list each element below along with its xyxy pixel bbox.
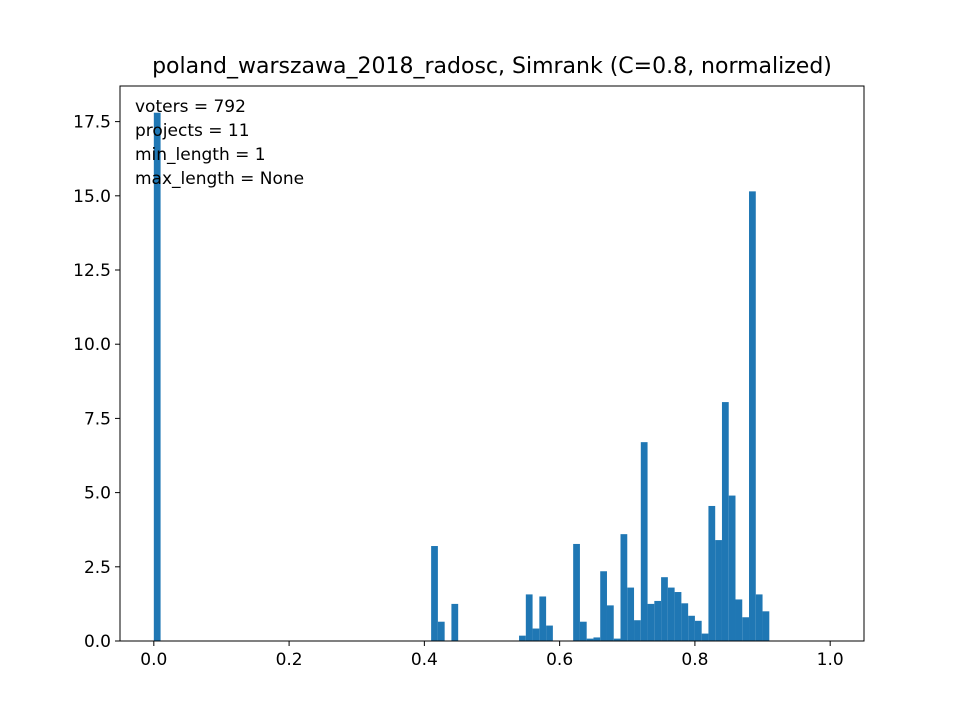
histogram-bar <box>695 621 702 641</box>
histogram-bar <box>519 636 526 641</box>
histogram-bar <box>451 604 458 641</box>
histogram-bar <box>641 442 648 641</box>
histogram-bar <box>621 534 628 641</box>
histogram-bar <box>681 603 688 641</box>
annotation-line: voters = 792 <box>135 97 246 117</box>
histogram-bar <box>634 620 641 641</box>
x-tick-label: 0.2 <box>276 650 303 670</box>
histogram-bar <box>600 571 607 641</box>
histogram-bar <box>715 540 722 641</box>
histogram-bar <box>546 626 553 641</box>
histogram-bar <box>607 605 614 641</box>
x-tick-label: 1.0 <box>817 650 844 670</box>
histogram-bar <box>580 622 587 641</box>
histogram-bar <box>688 616 695 641</box>
histogram-bar <box>675 592 682 641</box>
y-tick-label: 2.5 <box>84 558 111 578</box>
histogram-bar <box>763 611 770 641</box>
histogram-bar <box>627 588 634 641</box>
histogram-bar <box>539 596 546 641</box>
annotation-line: max_length = None <box>135 169 304 189</box>
bars-group <box>154 113 769 641</box>
x-tick-label: 0.6 <box>546 650 573 670</box>
y-tick-label: 12.5 <box>73 261 111 281</box>
histogram-bar <box>573 544 580 641</box>
x-tick-label: 0.0 <box>140 650 167 670</box>
y-tick-label: 10.0 <box>73 335 111 355</box>
histogram-bar <box>742 617 749 641</box>
histogram-bar <box>708 506 715 641</box>
histogram-bar <box>526 594 533 641</box>
histogram-bar <box>729 496 736 641</box>
y-tick-label: 5.0 <box>84 484 111 504</box>
histogram-bar <box>735 599 742 641</box>
y-tick-label: 17.5 <box>73 113 111 133</box>
annotation-line: min_length = 1 <box>135 145 266 165</box>
histogram-bar <box>722 402 729 641</box>
histogram-bar <box>749 191 756 641</box>
histogram-bar <box>648 604 655 641</box>
y-tick-label: 15.0 <box>73 187 111 207</box>
y-tick-label: 0.0 <box>84 632 111 652</box>
x-tick-label: 0.4 <box>411 650 438 670</box>
y-tick-label: 7.5 <box>84 409 111 429</box>
x-axis: 0.0 0.2 0.4 0.6 0.8 1.0 <box>140 641 843 670</box>
histogram-bar <box>438 622 445 641</box>
chart-title: poland_warszawa_2018_radosc, Simrank (C=… <box>152 54 832 79</box>
histogram-bar <box>668 588 675 641</box>
annotation-line: projects = 11 <box>135 121 250 141</box>
histogram-bar <box>702 634 709 641</box>
histogram-bar <box>756 594 763 641</box>
histogram-bar <box>661 577 668 641</box>
histogram-bar <box>431 546 438 641</box>
histogram-bar <box>593 637 600 641</box>
x-tick-label: 0.8 <box>681 650 708 670</box>
y-axis: 0.0 2.5 5.0 7.5 10.0 12.5 15.0 17.5 <box>73 113 120 652</box>
histogram-bar <box>654 601 661 641</box>
histogram-bar <box>533 629 540 641</box>
histogram-bar <box>154 113 161 641</box>
